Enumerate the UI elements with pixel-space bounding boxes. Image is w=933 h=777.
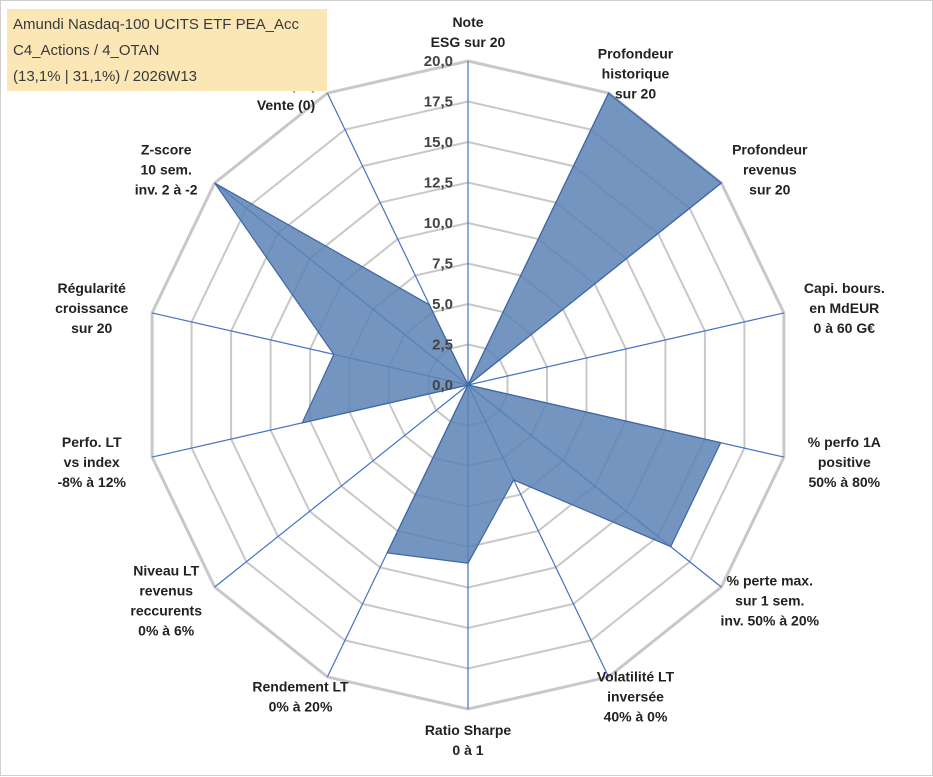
axis-label-line: inv. 2 à -2 (135, 181, 198, 197)
tick-label: 7,5 (432, 256, 453, 273)
axis-label-line: sur 20 (749, 181, 790, 197)
tick-label: 10,0 (424, 215, 453, 232)
axis-label-line: historique (602, 65, 670, 81)
axis-label-line: inv. 50% à 20% (721, 613, 820, 629)
axis-label: Perfo. LT vs index -8% à 12% (57, 434, 126, 490)
axis-label: % perte max. sur 1 sem. inv. 50% à 20% (721, 573, 820, 629)
axis-label-line: Z-score (141, 141, 192, 157)
axis-label-line: sur 1 sem. (735, 593, 804, 609)
axis-label-line: vs index (64, 454, 120, 470)
axis-label: Volatilité LT inversée 40% à 0% (597, 669, 675, 725)
axis-label-line: croissance (55, 300, 128, 316)
axis-label-line: Régularité (57, 280, 126, 296)
tick-label: 17,5 (424, 94, 453, 111)
axis-label-line: reccurents (130, 603, 202, 619)
axis-label: Niveau LT revenus reccurents 0% à 6% (130, 563, 202, 639)
tick-label: 20,0 (424, 53, 453, 70)
axis-spoke (214, 384, 469, 588)
radar-series (214, 92, 723, 564)
axis-label-line: en MdEUR (809, 300, 879, 316)
axis-label: Capi. bours. en MdEUR 0 à 60 G€ (804, 280, 885, 336)
tick-label: 0,0 (432, 377, 453, 394)
axis-label-line: sur 20 (71, 320, 112, 336)
axis-label-line: 50% à 80% (808, 474, 880, 490)
tick-label: 2,5 (432, 337, 453, 354)
radial-tick-labels: 0,0 2,5 5,0 7,5 10,0 12,5 15,0 17,5 20,0 (424, 53, 453, 394)
axis-label-line: 0% à 6% (138, 623, 195, 639)
axis-label-line: ESG sur 20 (431, 34, 506, 50)
axis-label-line: -8% à 12% (57, 474, 126, 490)
axis-label: Régularité croissance sur 20 (55, 280, 128, 336)
axis-label-line: revenus (743, 161, 797, 177)
axis-label-line: % perfo 1A (808, 434, 881, 450)
axis-label-line: % perte max. (727, 573, 813, 589)
axis-label: Profondeur historique sur 20 (598, 45, 674, 101)
tick-label: 12,5 (424, 175, 453, 192)
axis-label-line: Niveau LT (133, 563, 199, 579)
axis-label-line: 40% à 0% (604, 709, 668, 725)
axis-label-line: Profondeur (732, 141, 808, 157)
tick-label: 5,0 (432, 296, 453, 313)
chart-title-box: Amundi Nasdaq-100 UCITS ETF PEA_Acc C4_A… (7, 9, 327, 91)
chart-title-line-2: C4_Actions / 4_OTAN (13, 42, 160, 59)
axis-label: Profondeur revenus sur 20 (732, 141, 808, 197)
chart-title-line-1: Amundi Nasdaq-100 UCITS ETF PEA_Acc (13, 16, 299, 33)
axis-label: Rendement LT 0% à 20% (252, 679, 349, 715)
axis-label: % perfo 1A positive 50% à 80% (808, 434, 881, 490)
axis-label-line: Ratio Sharpe (425, 722, 512, 738)
axis-label: Note ESG sur 20 (431, 14, 506, 50)
axis-label-line: Note (452, 14, 483, 30)
axis-label-line: Volatilité LT (597, 669, 675, 685)
axis-label-line: 10 sem. (141, 161, 192, 177)
axis-label: Z-score 10 sem. inv. 2 à -2 (135, 141, 198, 197)
axis-label-line: 0 à 1 (452, 742, 483, 758)
axis-label-line: sur 20 (615, 85, 656, 101)
axis-spoke (467, 312, 785, 386)
axis-label-line: 0 à 60 G€ (814, 320, 876, 336)
axis-label-line: Profondeur (598, 45, 674, 61)
chart-title-line-3: (13,1% | 31,1%) / 2026W13 (13, 68, 197, 85)
axis-label-line: inversée (607, 689, 664, 705)
axis-label-line: Capi. bours. (804, 280, 885, 296)
axis-label-line: positive (818, 454, 871, 470)
tick-label: 15,0 (424, 134, 453, 151)
axis-label-line: revenus (139, 583, 193, 599)
axis-label: Ratio Sharpe 0 à 1 (425, 722, 512, 758)
axis-label-line: Rendement LT (252, 679, 349, 695)
axis-label-line: Perfo. LT (62, 434, 122, 450)
axis-label-line: 0% à 20% (269, 699, 333, 715)
series-area (214, 92, 723, 564)
axis-label-line: Vente (0) (257, 97, 315, 113)
